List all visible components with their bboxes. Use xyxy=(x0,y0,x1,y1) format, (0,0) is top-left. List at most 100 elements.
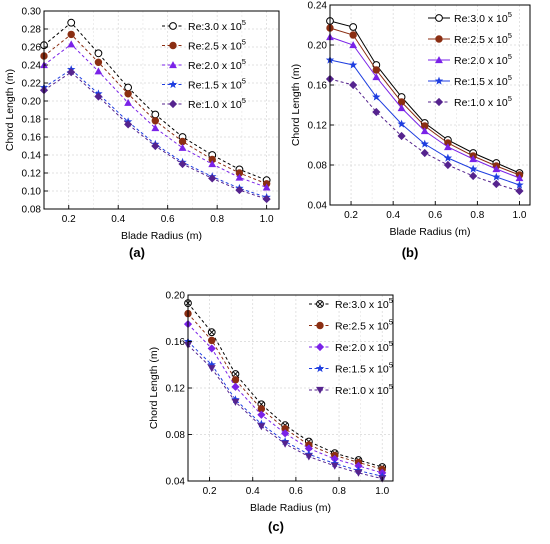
legend-exponent: 5 xyxy=(508,31,512,40)
y-tick-label: 0.12 xyxy=(22,169,42,180)
x-tick-label: 0.6 xyxy=(289,486,303,497)
data-point xyxy=(348,60,358,69)
data-point xyxy=(94,58,103,66)
x-tick-label: 0.8 xyxy=(470,210,484,221)
y-tick-label: 0.16 xyxy=(308,81,328,92)
y-tick-label: 0.26 xyxy=(22,43,42,54)
data-point xyxy=(372,66,381,74)
legend-label: Re:1.0 x 105 xyxy=(188,96,246,111)
data-point xyxy=(515,180,524,189)
x-tick-label: 0.4 xyxy=(111,214,125,225)
y-tick-label: 0.30 xyxy=(22,7,42,18)
legend-marker xyxy=(168,80,178,89)
y-tick-label: 0.28 xyxy=(22,25,42,36)
y-tick-label: 0.24 xyxy=(22,61,42,72)
y-tick-label: 0.04 xyxy=(308,201,328,212)
series-line xyxy=(43,43,267,188)
legend-label: Re:1.5 x 105 xyxy=(335,361,393,376)
data-point xyxy=(443,153,453,162)
series-2 xyxy=(40,40,271,191)
legend-label: Re:3.0 x 105 xyxy=(188,18,246,33)
data-point xyxy=(207,344,216,353)
legend-label: Re:3.0 x 105 xyxy=(454,10,512,25)
data-point xyxy=(469,155,478,163)
ticks: 0.2 0.4 0.6 0.8 1.0 0.04 0.08 0.12 0.16 0.20 0.24 xyxy=(308,1,527,222)
data-point xyxy=(397,104,406,112)
legend-marker xyxy=(435,56,443,64)
legend-label: Re:3.0 x 105 xyxy=(335,296,393,311)
x-tick-label: 0.4 xyxy=(386,210,400,221)
legend-marker xyxy=(316,386,324,394)
legend-exponent: 5 xyxy=(242,57,246,66)
legend-exponent: 5 xyxy=(508,73,512,82)
legend-item: Re:3.0 x 105 xyxy=(428,10,512,25)
legend-item: Re:1.5 x 105 xyxy=(428,73,512,88)
legend-exponent: 5 xyxy=(508,52,512,61)
data-point xyxy=(208,160,217,168)
legend-exponent: 5 xyxy=(508,94,512,103)
data-point xyxy=(178,159,187,169)
data-point xyxy=(151,110,160,119)
x-tick-label: 1.0 xyxy=(513,210,527,221)
y-tick-label: 0.18 xyxy=(22,115,42,126)
y-tick-label: 0.20 xyxy=(308,41,328,52)
y-tick-label: 0.20 xyxy=(166,291,186,302)
data-point xyxy=(257,423,266,431)
legend-marker xyxy=(169,61,177,69)
y-axis-title: Chord Length (m) xyxy=(290,64,302,146)
data-point xyxy=(443,160,452,170)
legend-exponent: 5 xyxy=(508,10,512,19)
legend-marker xyxy=(315,342,325,352)
legend-item: Re:2.5 x 105 xyxy=(309,318,393,333)
y-axis-title: Chord Length (m) xyxy=(4,69,16,151)
axes-frame xyxy=(43,10,280,210)
data-point xyxy=(231,398,240,406)
data-point xyxy=(349,31,357,39)
x-tick-label: 0.4 xyxy=(246,486,260,497)
legend-item: Re:1.0 x 105 xyxy=(162,96,246,111)
data-point xyxy=(151,117,160,125)
data-point xyxy=(124,90,132,98)
data-point xyxy=(67,18,76,27)
axes-frame xyxy=(329,4,531,206)
x-tick-label: 0.8 xyxy=(210,214,224,225)
data-point xyxy=(492,165,501,173)
data-point xyxy=(67,30,75,39)
data-point xyxy=(397,119,406,128)
legend-item: Re:1.5 x 105 xyxy=(309,361,393,376)
data-point xyxy=(330,454,339,463)
data-point xyxy=(67,40,76,48)
legend-label: Re:1.5 x 105 xyxy=(188,77,246,92)
legend-exponent: 5 xyxy=(389,361,393,370)
legend-marker xyxy=(169,41,177,50)
data-point xyxy=(94,92,103,101)
legend-label: Re:1.0 x 105 xyxy=(335,382,393,397)
legend-item: Re:2.5 x 105 xyxy=(162,38,246,53)
legend-marker xyxy=(169,22,177,30)
data-point xyxy=(67,68,76,77)
legend-exponent: 5 xyxy=(389,296,393,305)
data-point xyxy=(304,453,313,461)
x-tick-label: 0.2 xyxy=(62,214,76,225)
legend-item: Re:1.5 x 105 xyxy=(162,77,246,92)
data-point xyxy=(372,92,381,101)
data-point-cross xyxy=(209,329,215,335)
data-point xyxy=(397,131,406,141)
legend-exponent: 5 xyxy=(242,77,246,86)
series-4 xyxy=(184,341,387,483)
chart-panel-1: 0.2 0.4 0.6 0.8 1.0 0.04 0.08 0.12 0.16 0.20 0.24 B… xyxy=(290,1,531,260)
x-tick-label: 1.0 xyxy=(260,214,274,225)
legend-exponent: 5 xyxy=(389,318,393,327)
x-axis-title: Blade Radius (m) xyxy=(121,230,202,242)
x-axis-title: Blade Radius (m) xyxy=(250,502,331,514)
legend-marker xyxy=(435,35,443,43)
legend-label: Re:2.5 x 105 xyxy=(188,38,246,53)
y-axis-title: Chord Length (m) xyxy=(148,347,160,429)
legend-label: Re:2.0 x 105 xyxy=(454,52,512,67)
data-point xyxy=(235,186,244,195)
y-tick-label: 0.24 xyxy=(308,1,328,12)
legend-marker-cross xyxy=(317,301,323,307)
data-point xyxy=(151,141,160,151)
data-point xyxy=(349,80,358,90)
